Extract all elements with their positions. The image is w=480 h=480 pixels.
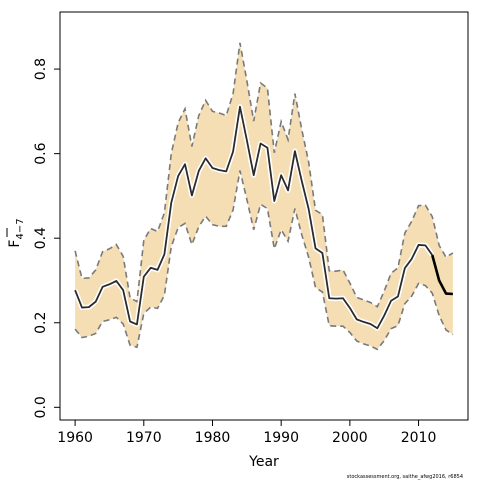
x-axis: 1960 1970 1980 1990 2000 2010 <box>57 419 437 446</box>
x-tick-label: 1990 <box>263 430 299 446</box>
x-axis-title: Year <box>248 454 279 470</box>
band-area <box>75 42 453 350</box>
y-tick-label: 0.8 <box>33 58 49 80</box>
lower-bound-line <box>74 170 454 351</box>
y-tick-label: 0.0 <box>33 396 49 418</box>
x-tick-label: 2010 <box>401 430 437 446</box>
y-axis-title-subscript: 4−7 <box>15 218 26 239</box>
x-tick-label: 1960 <box>57 430 93 446</box>
y-tick-label: 0.6 <box>33 142 49 164</box>
estimate-line <box>72 104 453 331</box>
estimate-line-path <box>74 105 434 330</box>
x-tick-label: 2000 <box>332 430 368 446</box>
y-axis-title: F4−7 <box>6 218 26 248</box>
estimate-line-recent <box>431 254 453 296</box>
y-axis-title-main: F <box>7 240 23 248</box>
plot-frame <box>59 11 469 421</box>
upper-bound-line <box>74 42 454 308</box>
svg-text:F4−7: F4−7 <box>7 218 26 247</box>
y-tick-label: 0.2 <box>33 312 49 334</box>
x-tick-label: 1970 <box>126 430 162 446</box>
confidence-band <box>74 42 454 351</box>
x-tick-label: 1980 <box>195 430 231 446</box>
y-axis: 0.0 0.2 0.4 0.6 0.8 <box>33 58 61 418</box>
y-tick-label: 0.4 <box>33 227 49 249</box>
credit-text: stockassessment.org, saithe_afwg2016, r6… <box>347 474 463 480</box>
